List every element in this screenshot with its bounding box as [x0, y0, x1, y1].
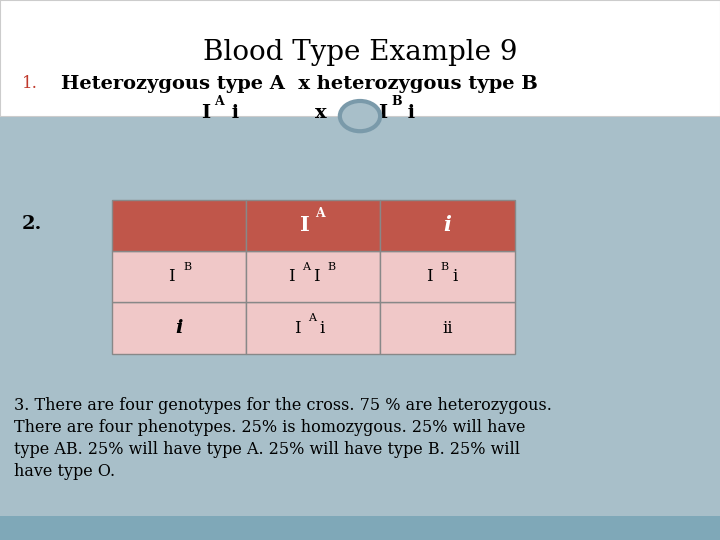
Text: i: i: [401, 104, 415, 123]
Text: Blood Type Example 9: Blood Type Example 9: [203, 39, 517, 66]
Text: ii: ii: [442, 320, 453, 336]
Text: A: A: [215, 95, 225, 108]
Text: i: i: [225, 104, 239, 123]
Text: I: I: [378, 104, 387, 123]
Bar: [112, 200, 246, 251]
Text: i: i: [319, 320, 325, 336]
Text: I: I: [426, 268, 433, 285]
Bar: [112, 302, 246, 354]
Bar: [246, 302, 380, 354]
Text: A: A: [315, 207, 325, 220]
Text: I: I: [168, 268, 175, 285]
Text: B: B: [440, 262, 448, 272]
Text: B: B: [184, 262, 192, 272]
Text: B: B: [327, 262, 336, 272]
Text: i: i: [175, 319, 182, 337]
Text: I: I: [288, 268, 295, 285]
FancyBboxPatch shape: [0, 0, 720, 116]
Text: 1.: 1.: [22, 75, 37, 92]
Text: x: x: [315, 104, 326, 123]
Text: 2.: 2.: [22, 215, 42, 233]
Text: Heterozygous type A  x heterozygous type B: Heterozygous type A x heterozygous type …: [61, 75, 538, 93]
Text: 3. There are four genotypes for the cross. 75 % are heterozygous.
There are four: 3. There are four genotypes for the cros…: [14, 397, 552, 481]
Text: A: A: [302, 262, 310, 272]
Text: I: I: [294, 320, 301, 336]
Bar: [246, 251, 380, 302]
Text: i: i: [452, 268, 457, 285]
Bar: [0, 516, 720, 540]
Bar: [380, 302, 515, 354]
Text: i: i: [444, 215, 451, 235]
Bar: [380, 251, 515, 302]
Bar: [246, 200, 380, 251]
Text: I: I: [313, 268, 320, 285]
Text: I: I: [300, 215, 310, 235]
Text: A: A: [307, 313, 316, 323]
Text: I: I: [202, 104, 211, 123]
Circle shape: [340, 101, 380, 131]
Text: B: B: [391, 95, 402, 108]
Bar: [380, 200, 515, 251]
Bar: [112, 251, 246, 302]
